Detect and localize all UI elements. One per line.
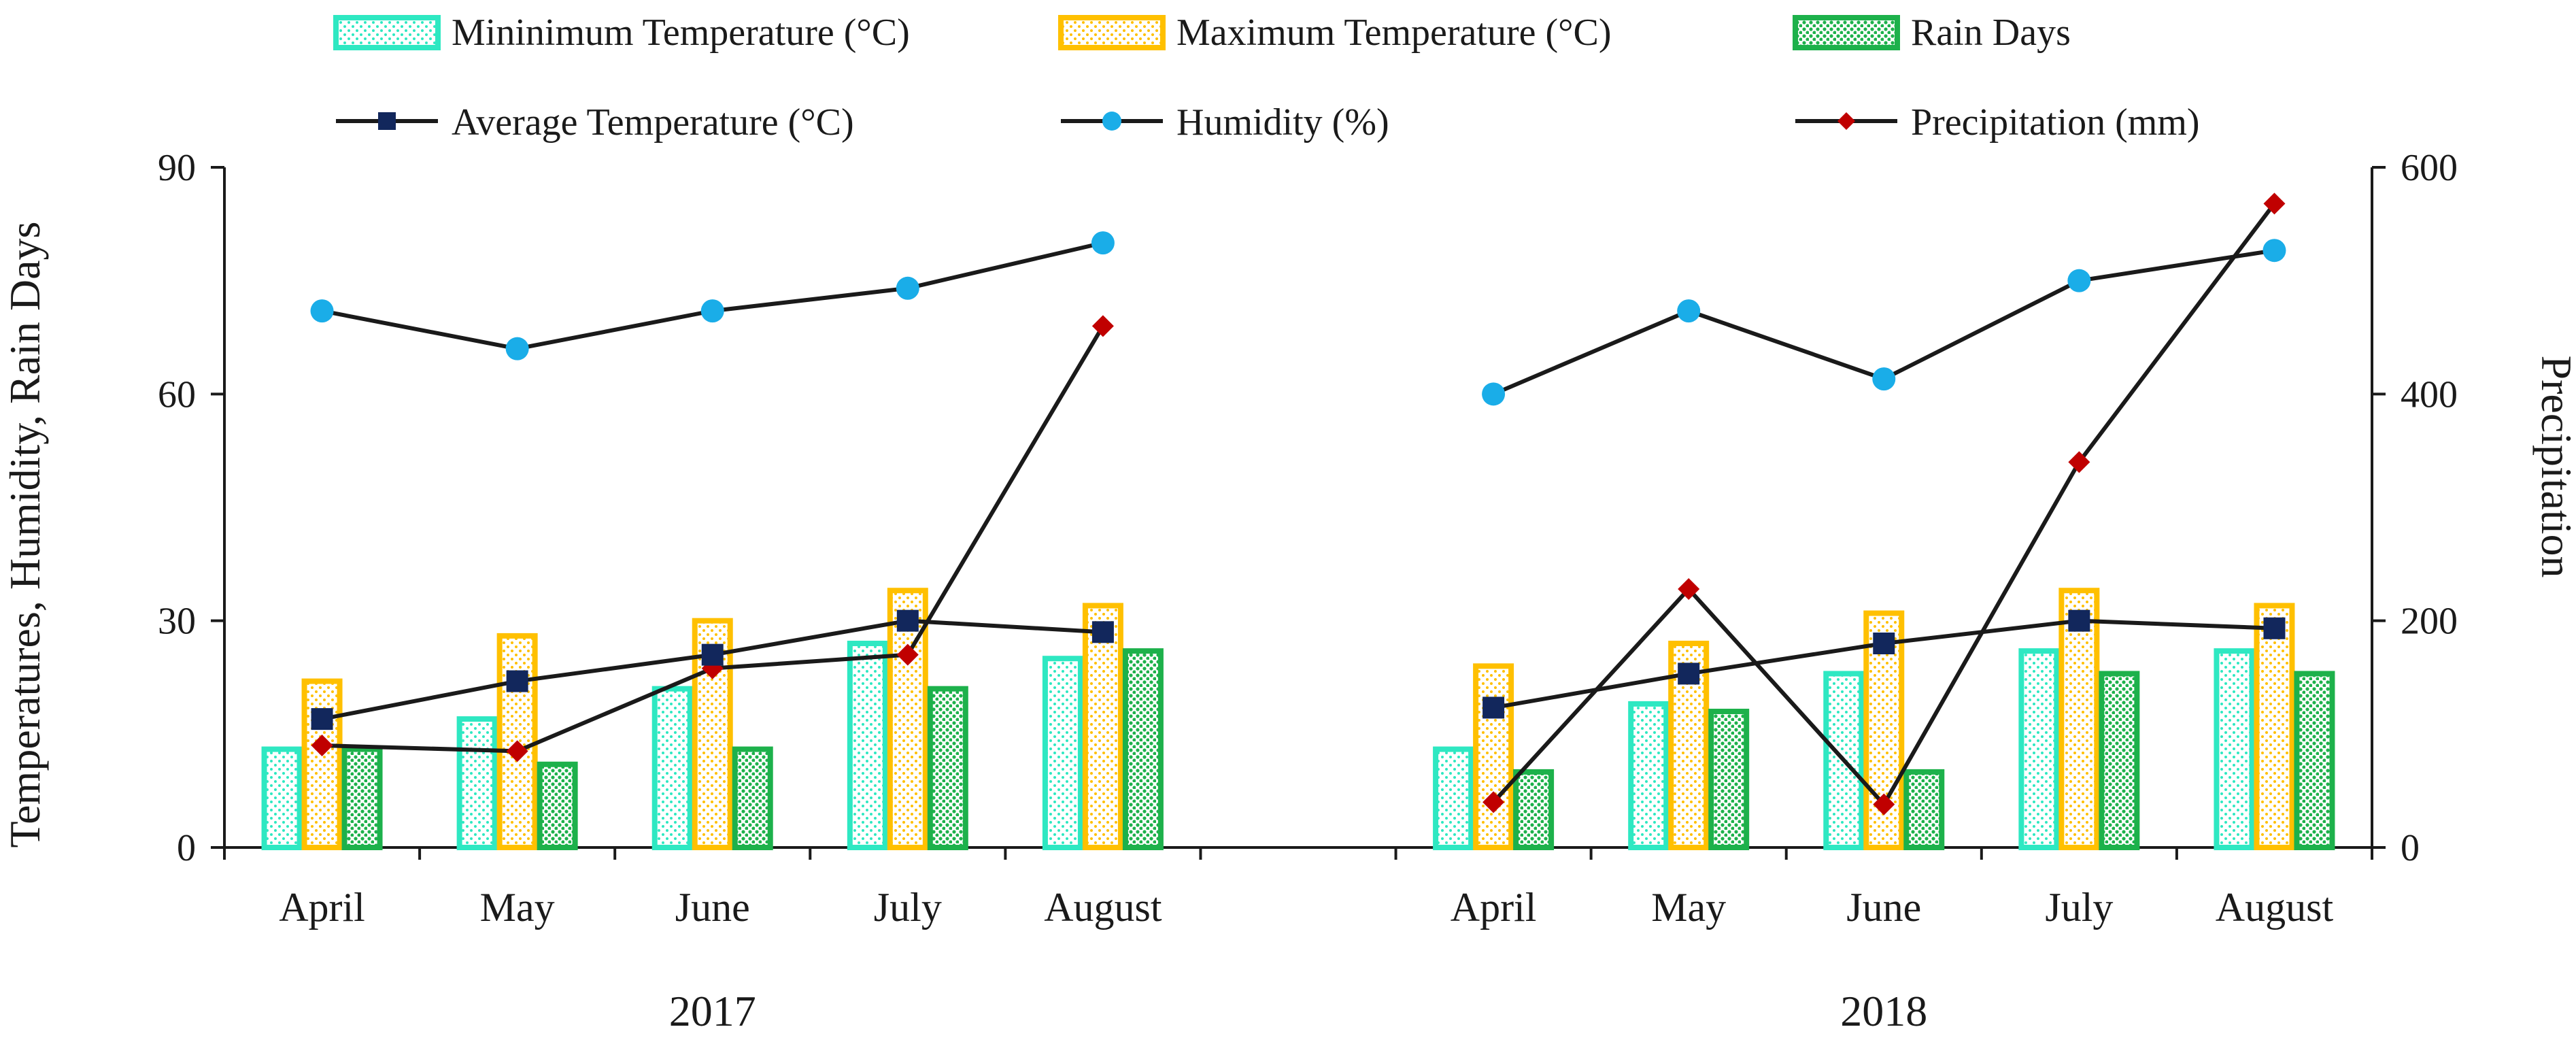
bar-rain-days xyxy=(1903,769,1945,851)
legend-label: Rain Days xyxy=(1911,12,2071,54)
marker-humidity xyxy=(1872,367,1896,391)
bar-rain-days xyxy=(1513,769,1555,851)
marker-humidity xyxy=(310,299,334,323)
legend-swatch xyxy=(1058,15,1166,50)
marker-precipitation xyxy=(311,735,333,756)
lines xyxy=(310,192,2286,816)
marker-humidity xyxy=(1677,299,1701,323)
legend-marker xyxy=(1102,112,1121,131)
left-y-tick-label: 0 xyxy=(177,827,196,869)
marker-avg-temp xyxy=(1091,621,1114,643)
bar-min-temp xyxy=(1042,656,1083,850)
left-y-tick-label: 60 xyxy=(158,373,196,416)
marker-humidity xyxy=(700,299,724,323)
right-y-tick-label: 0 xyxy=(2401,827,2420,869)
category-label: April xyxy=(1451,885,1537,930)
category-label: May xyxy=(480,885,555,930)
marker-avg-temp xyxy=(1678,662,1700,685)
marker-precipitation xyxy=(1873,793,1895,816)
marker-humidity xyxy=(2263,239,2286,263)
bar-max-temp xyxy=(1473,663,1514,850)
marker-avg-temp xyxy=(506,670,528,692)
bars xyxy=(261,588,2335,851)
left-y-tick-label: 90 xyxy=(158,147,196,189)
line-humidity xyxy=(321,241,1104,351)
right-y-tick-label: 600 xyxy=(2401,147,2458,189)
marker-avg-temp xyxy=(896,609,919,632)
bar-rain-days xyxy=(732,746,773,850)
category-label: July xyxy=(2045,885,2113,930)
category-label: August xyxy=(1044,885,1162,930)
group-label: 2017 xyxy=(669,987,756,1035)
marker-humidity xyxy=(505,337,529,360)
left-y-tick-label: 30 xyxy=(158,601,196,643)
legend-label: Maximum Temperature (°C) xyxy=(1176,12,1612,54)
bar-rain-days xyxy=(927,686,968,851)
legend: Mininimum Temperature (°C) Maximum Temper… xyxy=(333,12,2200,144)
marker-avg-temp xyxy=(1873,633,1895,654)
bar-max-temp xyxy=(1082,603,1123,850)
bar-min-temp xyxy=(2214,648,2255,850)
marker-humidity xyxy=(1091,231,1115,255)
marker-avg-temp xyxy=(311,708,333,730)
right-y-tick-label: 400 xyxy=(2401,373,2458,416)
axes xyxy=(211,166,2386,860)
bar-max-temp xyxy=(2254,603,2295,850)
marker-precipitation xyxy=(2068,451,2090,473)
bar-rain-days xyxy=(537,761,578,851)
bar-rain-days xyxy=(1122,648,1164,850)
bar-min-temp xyxy=(261,746,303,850)
axis-labels: 0 30 60 90 0 200 400 600 Temperatures, Humidity,… xyxy=(1,147,2576,1035)
bar-max-temp xyxy=(2058,588,2100,850)
category-label: May xyxy=(1651,885,1726,930)
marker-precipitation xyxy=(2263,192,2286,215)
bar-rain-days xyxy=(1708,709,1750,850)
bar-min-temp xyxy=(2018,648,2060,850)
marker-humidity xyxy=(2067,269,2091,292)
category-label: June xyxy=(1846,885,1921,930)
marker-humidity xyxy=(1482,382,1506,406)
marker-avg-temp xyxy=(2068,609,2090,632)
right-y-tick-label: 200 xyxy=(2401,601,2458,643)
right-axis-title: Precipitation xyxy=(2532,355,2576,577)
group-label: 2018 xyxy=(1840,987,1927,1035)
category-label: June xyxy=(675,885,750,930)
legend-label: Mininimum Temperature (°C) xyxy=(452,12,910,54)
marker-avg-temp xyxy=(701,643,724,666)
legend-swatch xyxy=(333,15,441,50)
marker-precipitation xyxy=(1678,578,1700,600)
bar-min-temp xyxy=(1823,671,1865,851)
bar-max-temp xyxy=(301,678,343,850)
bar-min-temp xyxy=(1433,746,1474,850)
category-label: April xyxy=(279,885,365,930)
marker-precipitation xyxy=(1091,315,1114,337)
category-label: August xyxy=(2216,885,2334,930)
marker-avg-temp xyxy=(2263,617,2286,639)
bar-min-temp xyxy=(456,716,498,850)
bar-min-temp xyxy=(651,686,693,851)
legend-label: Humidity (%) xyxy=(1176,101,1389,144)
legend-marker xyxy=(378,112,396,130)
category-label: July xyxy=(874,885,942,930)
marker-avg-temp xyxy=(1482,696,1505,719)
bar-min-temp xyxy=(847,641,888,850)
marker-precipitation xyxy=(1482,791,1505,813)
legend-swatch xyxy=(1793,15,1900,50)
bar-rain-days xyxy=(2294,671,2335,851)
legend-marker xyxy=(1837,112,1855,130)
legend-label: Precipitation (mm) xyxy=(1911,101,2200,144)
marker-precipitation xyxy=(506,740,528,762)
bar-rain-days xyxy=(2099,671,2140,851)
legend-label: Average Temperature (°C) xyxy=(452,101,854,144)
bar-rain-days xyxy=(341,746,383,850)
bar-min-temp xyxy=(1628,701,1670,851)
left-axis-title: Temperatures, Humidity, Rain Days xyxy=(1,222,49,848)
marker-precipitation xyxy=(896,643,919,666)
marker-humidity xyxy=(896,276,919,300)
